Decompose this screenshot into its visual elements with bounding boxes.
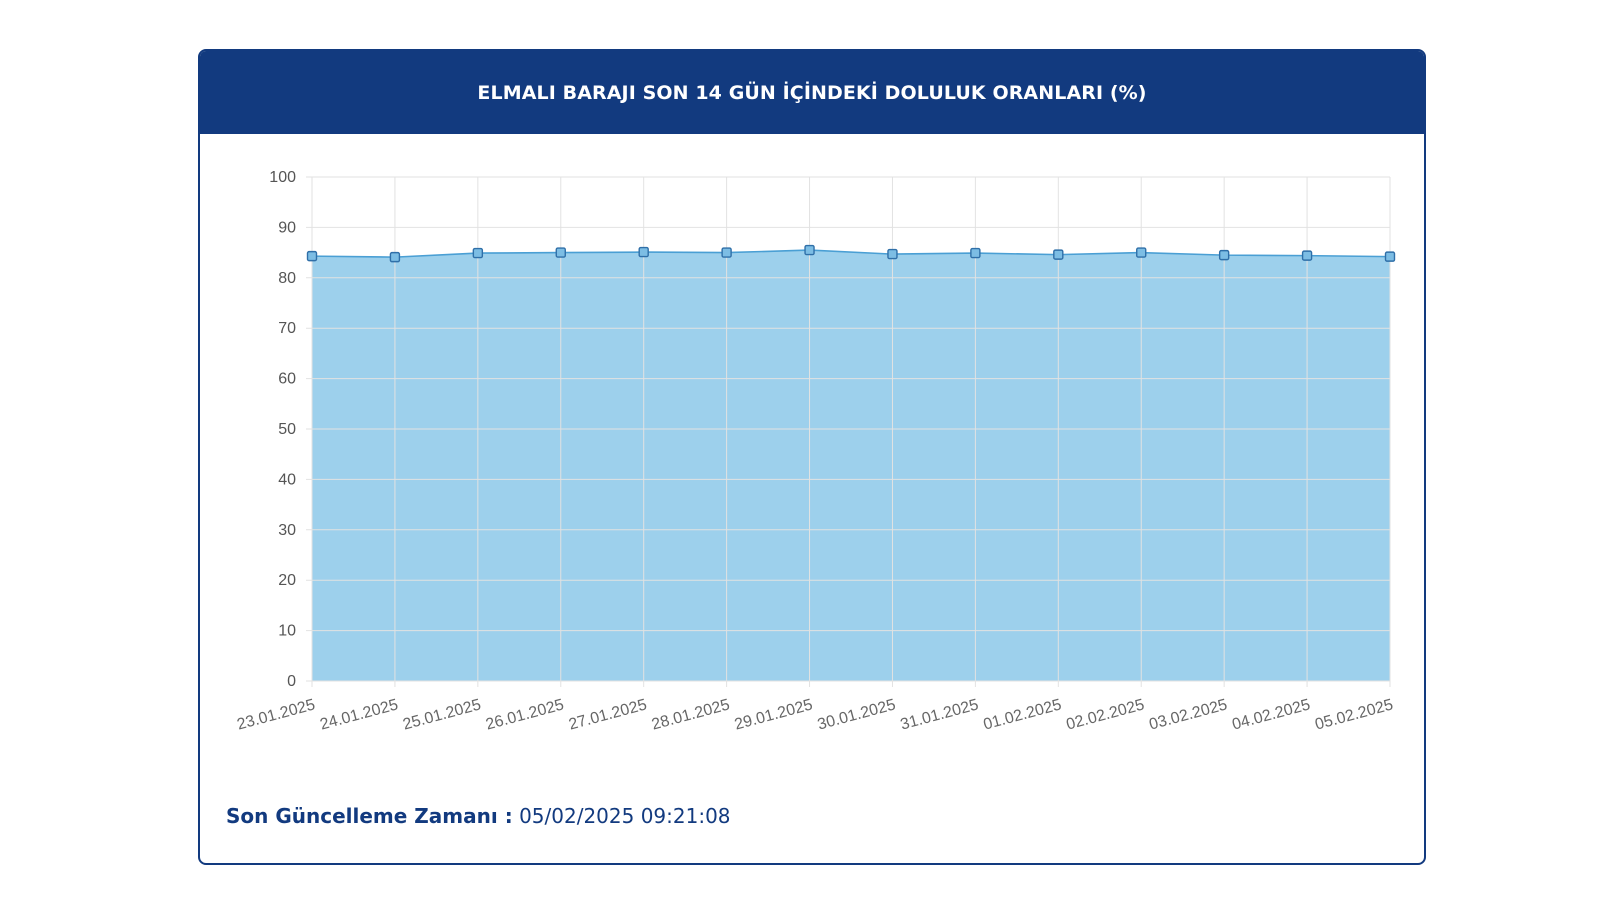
series-line	[311, 249, 1391, 258]
series-area	[312, 250, 1390, 681]
x-tick-label: 28.01.2025	[650, 696, 732, 733]
x-tick-label: 29.01.2025	[733, 696, 815, 733]
x-tick-label: 01.02.2025	[982, 696, 1064, 733]
last-update-value: 05/02/2025 09:21:08	[519, 804, 731, 828]
x-tick-label: 31.01.2025	[899, 696, 981, 733]
y-tick-label: 50	[278, 421, 296, 438]
y-tick-label: 0	[287, 673, 296, 690]
y-tick-label: 20	[278, 572, 296, 589]
chart-title: ELMALI BARAJI SON 14 GÜN İÇİNDEKİ DOLULU…	[477, 81, 1147, 104]
y-tick-label: 30	[278, 522, 296, 539]
x-tick-label: 04.02.2025	[1230, 696, 1312, 733]
data-point	[1218, 249, 1230, 261]
y-tick-label: 90	[278, 219, 296, 236]
data-point	[555, 247, 566, 258]
data-point	[1136, 247, 1147, 258]
data-point	[306, 250, 318, 262]
chart: 0 10 20 30 40 50 60 70 80 90 100 23.01.2025 24.01.20…	[235, 169, 1396, 734]
y-tick-label: 100	[269, 169, 296, 186]
data-point	[721, 247, 732, 258]
x-tick-label: 05.02.2025	[1313, 696, 1395, 733]
x-tick-label: 30.01.2025	[816, 696, 898, 733]
x-tick-label: 23.01.2025	[235, 696, 317, 733]
chart-card: 0 10 20 30 40 50 60 70 80 90 100 23.01.2025 24.01.20…	[198, 49, 1426, 865]
x-tick-label: 03.02.2025	[1147, 696, 1229, 733]
last-update-label: Son Güncelleme Zamanı :	[226, 804, 513, 828]
data-point	[1053, 249, 1064, 260]
data-point	[638, 246, 649, 258]
y-tick-label: 10	[278, 623, 296, 640]
y-tick-label: 80	[278, 270, 296, 287]
y-tick-label: 60	[278, 371, 296, 388]
x-tick-label: 26.01.2025	[484, 696, 566, 733]
x-tick-label: 24.01.2025	[318, 696, 400, 733]
data-point	[472, 247, 484, 259]
data-point	[1301, 250, 1313, 261]
x-tick-label: 25.01.2025	[401, 696, 483, 733]
last-update: Son Güncelleme Zamanı : 05/02/2025 09:21…	[226, 804, 731, 828]
data-point	[804, 244, 815, 256]
data-point	[389, 251, 401, 263]
data-point	[970, 247, 981, 259]
x-tick-label: 27.01.2025	[567, 696, 649, 733]
data-point	[887, 248, 898, 260]
card-header: ELMALI BARAJI SON 14 GÜN İÇİNDEKİ DOLULU…	[200, 51, 1424, 134]
x-tick-label: 02.02.2025	[1065, 696, 1147, 733]
data-point	[1384, 251, 1396, 262]
y-tick-label: 70	[278, 320, 296, 337]
y-tick-label: 40	[278, 471, 296, 488]
